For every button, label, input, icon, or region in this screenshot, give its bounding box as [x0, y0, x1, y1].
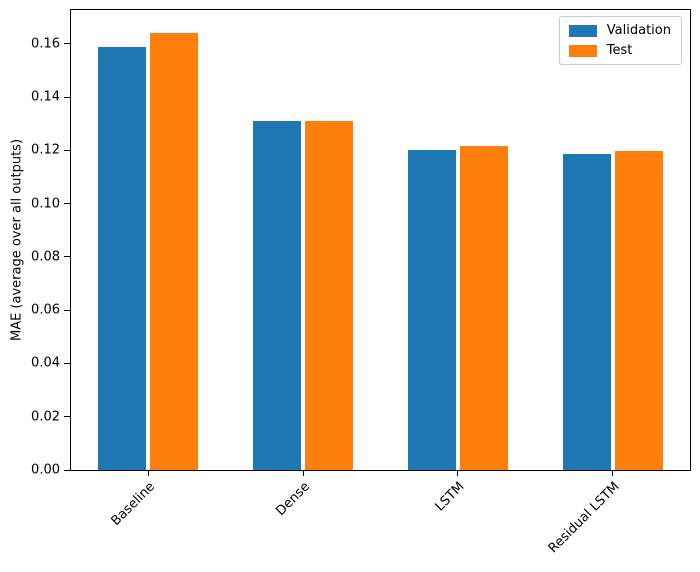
y-tick — [64, 362, 70, 364]
y-tick — [64, 309, 70, 311]
y-tick — [64, 416, 70, 418]
legend-item-validation: Validation — [568, 23, 671, 38]
y-tick-label: 0.14 — [31, 89, 60, 105]
y-tick-label: 0.08 — [31, 249, 60, 265]
y-tick-label: 0.04 — [31, 355, 60, 371]
bar-validation-baseline — [98, 46, 147, 470]
legend-item-test: Test — [568, 43, 671, 58]
x-tick — [147, 470, 149, 476]
y-tick — [64, 256, 70, 258]
y-tick — [64, 96, 70, 98]
x-tick-label-dense: Dense — [273, 479, 314, 519]
y-tick-label: 0.12 — [31, 142, 60, 158]
bar-test-dense — [305, 120, 354, 470]
y-tick-label: 0.16 — [31, 36, 60, 52]
legend-swatch-validation — [568, 24, 597, 37]
x-tick — [612, 470, 614, 476]
legend-label-validation: Validation — [606, 23, 671, 38]
bar-validation-residual-lstm — [562, 154, 611, 470]
x-tick-label-lstm: LSTM — [432, 479, 468, 515]
y-tick-label: 0.02 — [31, 409, 60, 425]
legend-label-test: Test — [606, 43, 633, 58]
bar-test-residual-lstm — [614, 151, 663, 470]
y-axis-label: MAE (average over all outputs) — [9, 138, 25, 342]
y-tick-label: 0.10 — [31, 196, 60, 212]
y-tick — [64, 203, 70, 205]
x-tick — [302, 470, 304, 476]
bar-validation-lstm — [407, 149, 456, 470]
legend-swatch-test — [568, 44, 597, 57]
x-tick-label-baseline: Baseline — [108, 479, 159, 529]
legend: Validation Test — [558, 16, 682, 65]
bar-validation-dense — [253, 121, 302, 470]
bar-test-lstm — [459, 145, 508, 470]
y-tick — [64, 43, 70, 45]
x-tick — [457, 470, 459, 476]
y-tick — [64, 149, 70, 151]
y-tick-label: 0.00 — [31, 462, 60, 478]
bar-test-baseline — [150, 33, 199, 470]
y-tick-label: 0.06 — [31, 302, 60, 318]
y-tick — [64, 469, 70, 471]
x-tick-label-residual-lstm: Residual LSTM — [545, 479, 623, 557]
plot-area: Validation Test 0.00 0.02 0.04 0.06 0.08 0.10 0… — [31, 9, 691, 556]
